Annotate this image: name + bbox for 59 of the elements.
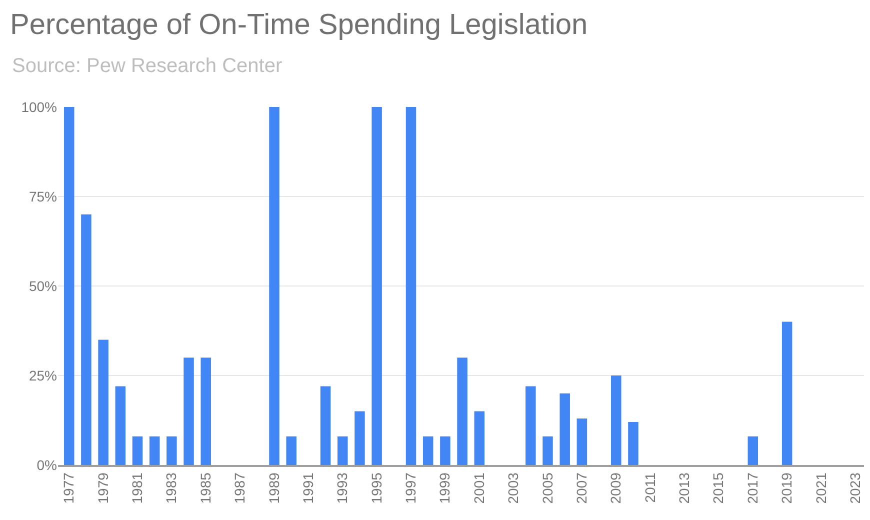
x-tick-label: 2013 — [676, 472, 692, 504]
x-tick-label: 1985 — [197, 472, 214, 504]
x-tick-label: 1981 — [129, 472, 146, 504]
x-tick-label: 2007 — [573, 472, 590, 504]
x-tick-label: 2001 — [470, 472, 487, 504]
y-tick-label: 50% — [28, 278, 57, 294]
x-tick-label: 2009 — [608, 472, 624, 504]
y-tick-label: 75% — [28, 188, 57, 204]
x-tick-label: 1997 — [402, 472, 419, 504]
bar — [269, 107, 280, 465]
bar — [542, 436, 553, 465]
bar — [64, 107, 74, 465]
bar — [406, 107, 416, 465]
bar — [748, 436, 758, 465]
bar — [132, 436, 143, 465]
x-tick-label: 2017 — [744, 472, 760, 504]
bar — [184, 358, 194, 465]
bar — [422, 436, 434, 465]
y-tick-label: 100% — [21, 98, 57, 115]
bar — [526, 386, 536, 465]
bar — [474, 411, 484, 465]
bar — [286, 436, 296, 465]
x-tick-label: 1983 — [163, 472, 180, 504]
x-tick-label: 2005 — [539, 472, 556, 504]
bar — [337, 436, 348, 465]
x-tick-label: 2003 — [505, 472, 522, 504]
bar — [440, 436, 450, 465]
bar — [457, 358, 468, 465]
bar — [628, 422, 638, 465]
bar — [81, 214, 92, 465]
x-tick-label: 1979 — [94, 472, 111, 504]
bar — [115, 386, 126, 465]
x-tick-label: 1977 — [60, 472, 77, 504]
bar — [149, 436, 160, 465]
x-tick-label: 1999 — [436, 472, 453, 504]
bar — [354, 411, 365, 465]
x-tick-label: 2021 — [812, 472, 829, 504]
y-tick-label: 0% — [36, 456, 57, 473]
bar — [166, 436, 177, 465]
x-tick-label: 1989 — [266, 472, 282, 504]
x-tick-label: 2019 — [778, 472, 795, 504]
x-tick-label: 1993 — [334, 472, 350, 504]
x-tick-label: 1987 — [232, 472, 248, 504]
bar — [560, 393, 570, 465]
bar — [576, 418, 588, 465]
x-tick-label: 1991 — [300, 472, 316, 504]
x-tick-label: 2015 — [710, 472, 726, 504]
bar — [611, 376, 622, 465]
chart-title: Percentage of On-Time Spending Legislation — [10, 9, 588, 42]
bar — [200, 358, 211, 465]
bar — [320, 386, 331, 465]
bar — [372, 107, 382, 465]
x-tick-label: 1995 — [368, 472, 384, 504]
bar — [98, 340, 108, 465]
bar — [782, 322, 792, 465]
x-tick-label: 2011 — [642, 472, 658, 503]
x-tick-label: 2023 — [847, 472, 863, 504]
chart-subtitle: Source: Pew Research Center — [12, 55, 282, 77]
y-tick-label: 25% — [28, 367, 57, 384]
